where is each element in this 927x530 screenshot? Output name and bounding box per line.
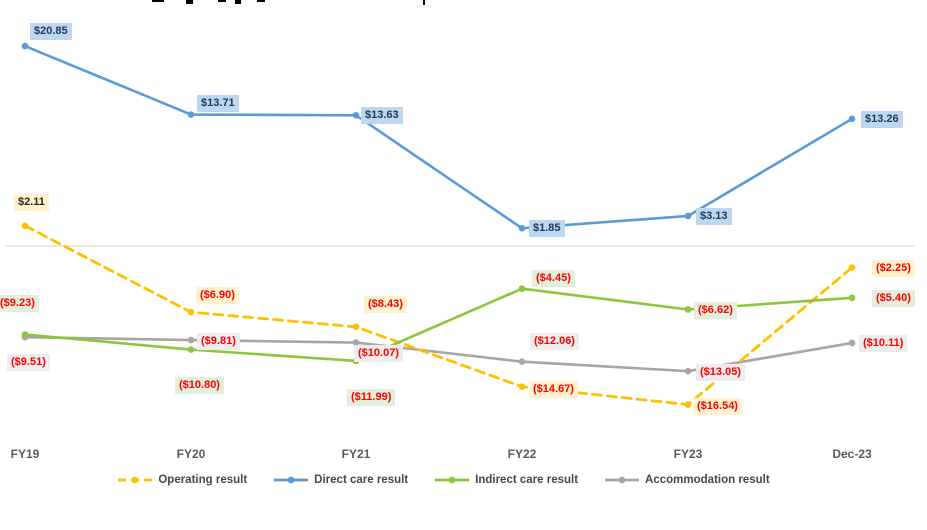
data-label-direct-care-result-fy21: $13.63 — [361, 107, 403, 125]
x-axis-label-fy23: FY23 — [673, 447, 703, 461]
data-point-marker-indirect-care-result — [518, 285, 526, 292]
data-label-accommodation-result-fy23: ($13.05) — [696, 364, 745, 382]
legend-marker-accommodation-result — [605, 476, 640, 484]
data-point-marker-accommodation-result — [684, 367, 692, 375]
x-axis-label-dec-23: Dec-23 — [832, 447, 872, 461]
data-point-marker-indirect-care-result — [187, 346, 195, 353]
data-point-marker-direct-care-result — [187, 111, 195, 118]
x-axis-label-fy19: FY19 — [10, 447, 40, 461]
legend-marker-indirect-care-result — [435, 476, 470, 484]
data-label-operating-result-fy23: ($16.54) — [693, 397, 742, 415]
legend-label-operating-result: Operating result — [158, 474, 248, 486]
data-label-accommodation-result-fy20: ($9.81) — [197, 333, 240, 351]
legend-item-accommodation-result: Accommodation result — [604, 474, 770, 486]
data-label-indirect-care-result-fy21: ($11.99) — [347, 388, 396, 406]
data-point-marker-indirect-care-result — [684, 306, 692, 313]
data-point-marker-operating-result — [187, 308, 195, 316]
data-label-indirect-care-result-fy23: ($6.62) — [694, 302, 737, 320]
data-label-operating-result-fy19: $2.11 — [14, 193, 49, 211]
data-label-operating-result-fy20: ($6.90) — [196, 287, 239, 305]
data-point-marker-accommodation-result — [518, 358, 526, 365]
legend-label-accommodation-result: Accommodation result — [645, 474, 770, 486]
x-axis-label-fy20: FY20 — [176, 447, 206, 461]
data-label-direct-care-result-fy23: $3.13 — [696, 207, 732, 225]
data-label-direct-care-result-fy20: $13.71 — [197, 94, 239, 112]
data-point-marker-operating-result — [684, 401, 692, 408]
data-point-marker-direct-care-result — [21, 42, 29, 50]
data-point-marker-operating-result — [352, 323, 360, 331]
data-point-marker-accommodation-result — [187, 336, 195, 344]
legend-marker-operating-result — [118, 476, 153, 484]
legend-item-indirect-care-result: Indirect care result — [434, 474, 578, 486]
data-label-operating-result-fy22: ($14.67) — [529, 380, 578, 398]
data-label-direct-care-result-fy19: $20.85 — [30, 23, 72, 41]
data-point-marker-operating-result — [848, 264, 856, 271]
data-point-marker-indirect-care-result — [848, 294, 856, 302]
chart-legend: Operating result Direct care result Indire… — [0, 474, 887, 486]
data-point-marker-operating-result — [21, 222, 29, 230]
legend-item-operating-result: Operating result — [117, 474, 247, 486]
data-label-accommodation-result-fy19: ($9.51) — [7, 354, 50, 372]
data-label-accommodation-result-dec-23: ($10.11) — [859, 334, 908, 352]
series-line-direct-care-result — [23, 44, 854, 230]
x-axis-label-fy21: FY21 — [341, 447, 371, 461]
series-line-indirect-care-result — [23, 287, 854, 363]
data-label-accommodation-result-fy21: ($10.07) — [354, 344, 403, 362]
data-point-marker-direct-care-result — [352, 111, 360, 119]
data-label-direct-care-result-dec-23: $13.26 — [861, 110, 903, 128]
data-point-marker-direct-care-result — [518, 224, 526, 232]
data-label-operating-result-fy21: ($8.43) — [364, 295, 407, 313]
legend-marker-direct-care-result — [274, 476, 309, 484]
data-label-indirect-care-result-fy22: ($4.45) — [532, 269, 575, 287]
data-point-marker-direct-care-result — [848, 115, 856, 123]
data-label-operating-result-dec-23: ($2.25) — [872, 259, 915, 277]
series-line-operating-result — [23, 224, 854, 407]
data-label-accommodation-result-fy22: ($12.06) — [530, 332, 579, 350]
data-label-direct-care-result-fy22: $1.85 — [529, 220, 565, 238]
legend-label-indirect-care-result: Indirect care result — [475, 474, 579, 486]
data-point-marker-operating-result — [518, 383, 526, 390]
data-label-indirect-care-result-dec-23: ($5.40) — [872, 289, 915, 307]
data-point-marker-accommodation-result — [352, 339, 360, 346]
data-label-indirect-care-result-fy20: ($10.80) — [175, 376, 224, 394]
data-label-indirect-care-result-fy19: ($9.23) — [0, 294, 39, 312]
legend-label-direct-care-result: Direct care result — [314, 474, 409, 486]
legend-item-direct-care-result: Direct care result — [273, 474, 408, 486]
data-point-marker-accommodation-result — [848, 339, 856, 347]
data-point-marker-indirect-care-result — [21, 331, 29, 338]
data-point-marker-direct-care-result — [684, 212, 692, 220]
x-axis-label-fy22: FY22 — [507, 447, 537, 461]
